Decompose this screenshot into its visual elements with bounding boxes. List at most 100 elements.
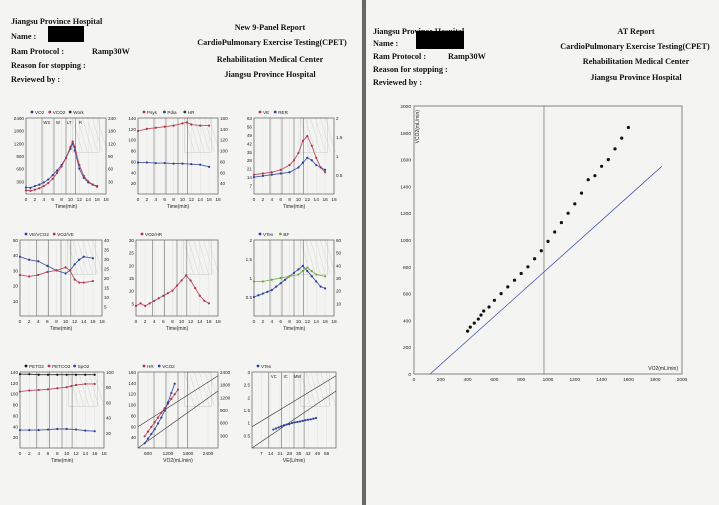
legend-label: VO2/VE (57, 232, 74, 237)
data-point (293, 421, 296, 424)
hatch-line (67, 239, 78, 275)
data-point (18, 428, 22, 432)
x-axis-label: VO2(mL/min) (163, 458, 193, 464)
name-label: Name : (373, 39, 399, 48)
data-point (64, 156, 68, 159)
y-tick-label: 1000 (400, 238, 411, 244)
y-tick-label: 100 (128, 403, 136, 408)
hospital-footer: Jiangsu Province Hospital (224, 70, 316, 79)
data-point (306, 418, 310, 421)
data-point (261, 292, 264, 295)
data-point (310, 269, 313, 273)
y-tick-label: 40 (131, 435, 137, 440)
x-tick-label: 2 (28, 451, 31, 457)
data-point (163, 409, 166, 412)
hatch-line (300, 117, 311, 153)
data-point (492, 298, 496, 302)
reference-line (251, 375, 337, 427)
x-tick-label: 14 (198, 197, 204, 203)
y-tick-label: 0 (408, 372, 411, 378)
y-tick-label: 80 (131, 413, 137, 418)
y-tick-label: 1.5 (244, 408, 251, 413)
data-point (468, 325, 472, 329)
hatch-region (300, 371, 330, 407)
series-line (273, 417, 317, 430)
x-tick-label: 8 (171, 319, 174, 325)
data-point (154, 126, 157, 129)
data-point (252, 280, 256, 283)
y-tick-label-right: 1.5 (336, 135, 343, 140)
x-tick-label: 10 (68, 197, 74, 203)
data-point (18, 373, 22, 376)
x-tick-label: 10 (296, 319, 302, 325)
legend-label: HR (188, 110, 195, 115)
y-tick-label-right: 2400 (220, 370, 231, 375)
data-point (288, 275, 291, 278)
data-point (487, 305, 491, 309)
x-axis-label: Time(min) (166, 326, 189, 332)
data-point (312, 417, 315, 420)
data-point (24, 189, 28, 192)
x-tick-label: 35 (296, 451, 302, 457)
x-axis-label: Time(min) (55, 204, 78, 210)
x-tick-label: 600 (144, 451, 152, 457)
hatch-line (320, 239, 331, 275)
x-tick-label: 18 (101, 451, 107, 457)
legend-label: VCO2 (53, 110, 66, 115)
y-tick-label: 7 (249, 184, 252, 189)
region-label: W (56, 120, 60, 125)
y-tick-label: 30 (129, 238, 135, 243)
region-label: VC (271, 374, 277, 379)
legend-marker (258, 110, 262, 114)
data-point (304, 419, 307, 422)
data-point (559, 220, 563, 225)
x-tick-label: 12 (189, 197, 195, 203)
x-axis-label: Time(min) (283, 326, 306, 332)
hatch-line (77, 117, 88, 153)
x-tick-label: 2000 (677, 377, 688, 383)
data-point (208, 124, 211, 127)
y-tick-label-right: 20 (106, 431, 112, 436)
data-point (143, 435, 146, 438)
data-point (593, 174, 597, 178)
data-point (172, 162, 175, 165)
hatch-line (189, 371, 200, 407)
data-point (315, 163, 318, 167)
y-tick-label-right: 80 (220, 159, 226, 164)
data-point (93, 382, 96, 386)
y-tick-label: 120 (128, 127, 136, 132)
hatch-line (199, 117, 210, 153)
data-point (150, 425, 153, 429)
x-tick-label: 0 (253, 319, 256, 325)
data-point (190, 163, 193, 166)
hatch-line (184, 371, 195, 407)
y-tick-label: 1.5 (246, 257, 253, 262)
chart-panel-p9: VTex 7 14 21 28 35 42 49 56 VE(L/min) 0.5 1 1.5 2 2.5 3… (244, 364, 337, 464)
x-tick-label: 14 (197, 319, 203, 325)
y-tick-label: 20 (131, 181, 137, 186)
y-tick-label-right: 0.5 (336, 173, 343, 178)
protocol-label: Ram Protocol : (373, 52, 427, 61)
y-tick-label-right: 60 (108, 167, 114, 172)
y-tick-label-right: 40 (106, 416, 112, 421)
x-tick-label: 16 (206, 319, 212, 325)
y-tick-label: 80 (131, 149, 137, 154)
x-tick-label: 18 (99, 319, 105, 325)
y-tick-label: 1200 (14, 141, 25, 146)
y-tick-label: 160 (128, 370, 136, 375)
legend-marker (256, 364, 260, 368)
data-point (288, 171, 291, 174)
data-point (606, 158, 610, 162)
legend-marker (24, 232, 28, 236)
data-point (156, 416, 160, 419)
y-tick-label-right: 20 (336, 289, 342, 294)
data-point (46, 264, 49, 267)
y-tick-label: 600 (403, 292, 411, 298)
data-point (261, 280, 264, 283)
y-tick-label: 300 (16, 179, 24, 184)
x-tick-label: 4 (37, 451, 40, 457)
data-point (82, 281, 85, 284)
region-label: LT (67, 120, 72, 125)
hatch-line (325, 371, 336, 407)
data-point (620, 136, 624, 140)
